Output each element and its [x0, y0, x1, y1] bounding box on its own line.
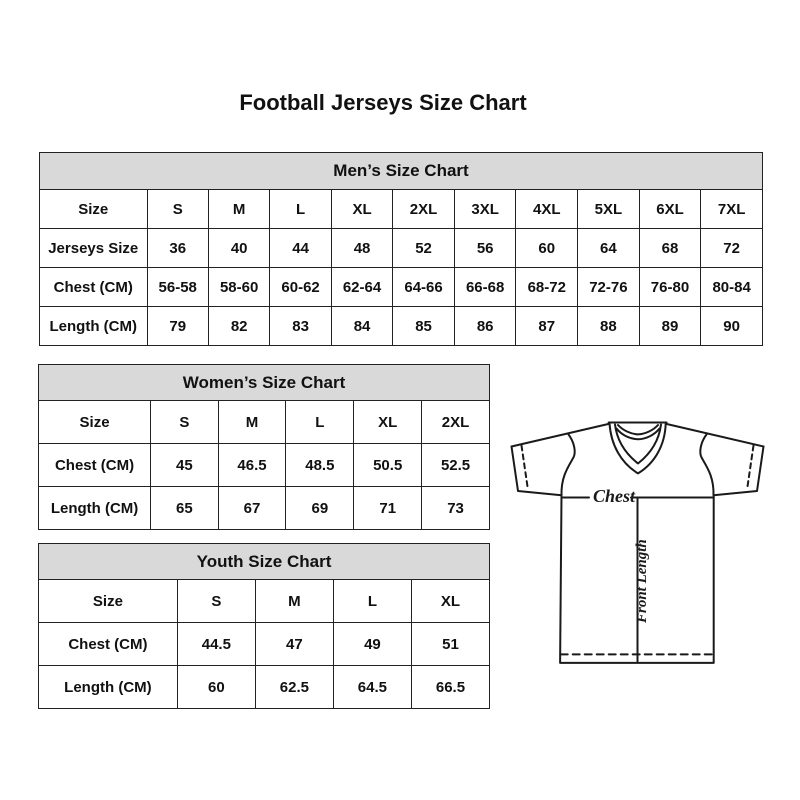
svg-text:Chest: Chest — [593, 486, 636, 506]
svg-text:Front Length: Front Length — [634, 539, 650, 624]
